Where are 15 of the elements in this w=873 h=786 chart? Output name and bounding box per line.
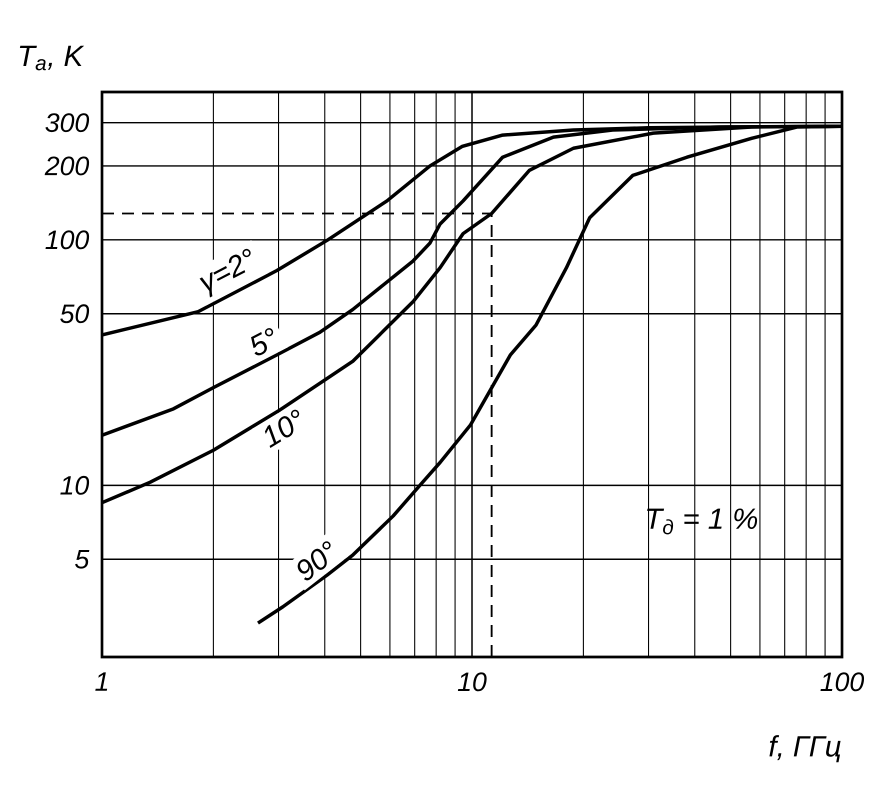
y-tick-label: 100	[45, 230, 90, 250]
x-tick-label: 1	[95, 672, 108, 691]
x-axis-title: f, ГГц	[769, 735, 841, 762]
x-tick-label: 100	[820, 672, 864, 692]
y-tick-label: 300	[45, 113, 90, 132]
y-tick-label: 200	[44, 156, 90, 176]
y-tick-label: 10	[60, 476, 90, 495]
text: 90°	[298, 541, 331, 580]
text: 10°	[264, 410, 300, 448]
y-tick-label: 50	[60, 304, 90, 324]
text: 5°	[251, 328, 274, 356]
y-axis-title: T$_{а}$, K	[20, 46, 84, 70]
text: γ=2°	[200, 248, 251, 298]
x-tick-label: 10	[458, 672, 487, 692]
y-tick-label: 5	[75, 550, 90, 569]
